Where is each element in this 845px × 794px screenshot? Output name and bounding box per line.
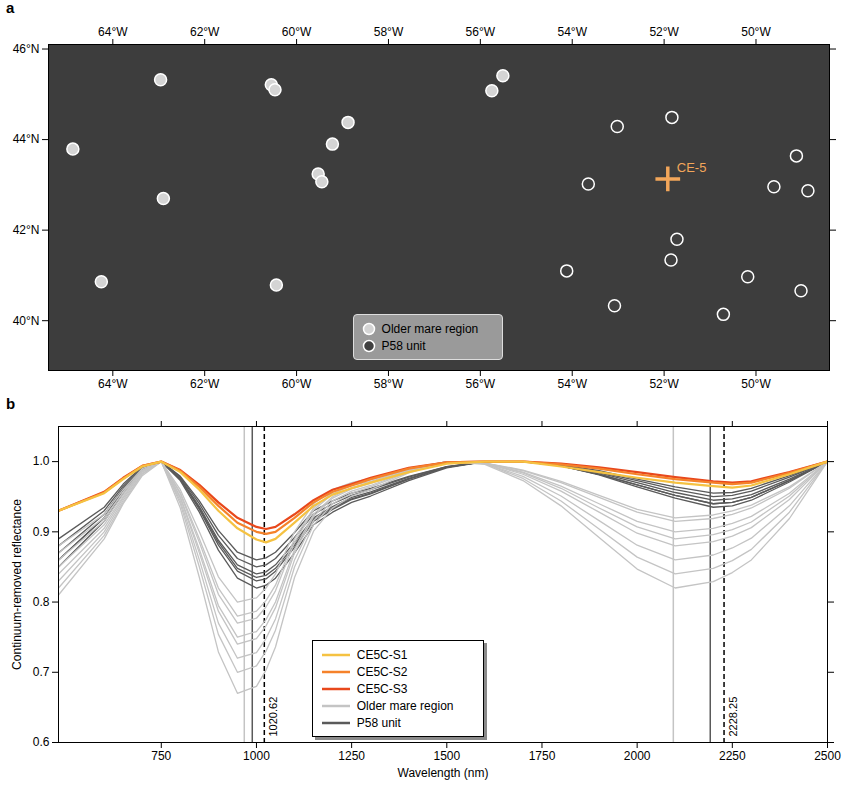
html-text:Older mare region: Older mare region [356,698,454,713]
html-text:CE5C-S3: CE5C-S3 [356,681,408,696]
svg-text:62°W: 62°W [190,25,220,39]
svg-text:1750: 1750 [529,749,556,763]
svg-text:1000: 1000 [243,749,270,763]
svg-text:0.9: 0.9 [33,525,50,539]
svg-text:52°W: 52°W [649,25,679,39]
svg-text:64°W: 64°W [98,25,128,39]
svg-text:62°W: 62°W [190,377,220,391]
svg-text:1020.62: 1020.62 [267,697,279,737]
svg-text:1500: 1500 [433,749,460,763]
svg-text:54°W: 54°W [557,377,587,391]
svg-text:56°W: 56°W [466,377,496,391]
svg-text:58°W: 58°W [374,377,404,391]
html-text:CE5C-S2: CE5C-S2 [356,664,408,679]
svg-text:2228.25: 2228.25 [727,697,739,737]
html-text:b: b [6,395,16,412]
svg-text:0.7: 0.7 [33,665,50,679]
svg-text:2500: 2500 [814,749,841,763]
svg-text:64°W: 64°W [98,377,128,391]
svg-text:54°W: 54°W [557,25,587,39]
svg-text:44°N: 44°N [13,132,40,146]
html-text:P58 unit: P58 unit [356,715,401,730]
html-text:P58 unit: P58 unit [381,338,426,353]
html-text:CE5C-S1: CE5C-S1 [356,647,408,662]
svg-text:60°W: 60°W [282,25,312,39]
svg-text:0.6: 0.6 [33,735,50,749]
svg-text:CE-5: CE-5 [677,160,707,175]
svg-text:56°W: 56°W [466,25,496,39]
svg-text:Wavelength (nm): Wavelength (nm) [398,766,489,780]
svg-text:Continuum-removed reflectance: Continuum-removed reflectance [10,499,24,670]
svg-text:1250: 1250 [338,749,365,763]
svg-text:50°W: 50°W [741,377,771,391]
svg-text:1.0: 1.0 [33,454,50,468]
svg-text:2000: 2000 [624,749,651,763]
svg-text:40°N: 40°N [13,314,40,328]
svg-text:42°N: 42°N [13,223,40,237]
svg-text:60°W: 60°W [282,377,312,391]
svg-text:52°W: 52°W [649,377,679,391]
svg-text:0.8: 0.8 [33,595,50,609]
svg-text:58°W: 58°W [374,25,404,39]
html-text:a: a [6,0,15,16]
svg-text:46°N: 46°N [13,42,40,56]
html-text:Older mare region: Older mare region [381,321,479,336]
svg-text:50°W: 50°W [741,25,771,39]
svg-text:2250: 2250 [719,749,746,763]
svg-text:750: 750 [151,749,171,763]
